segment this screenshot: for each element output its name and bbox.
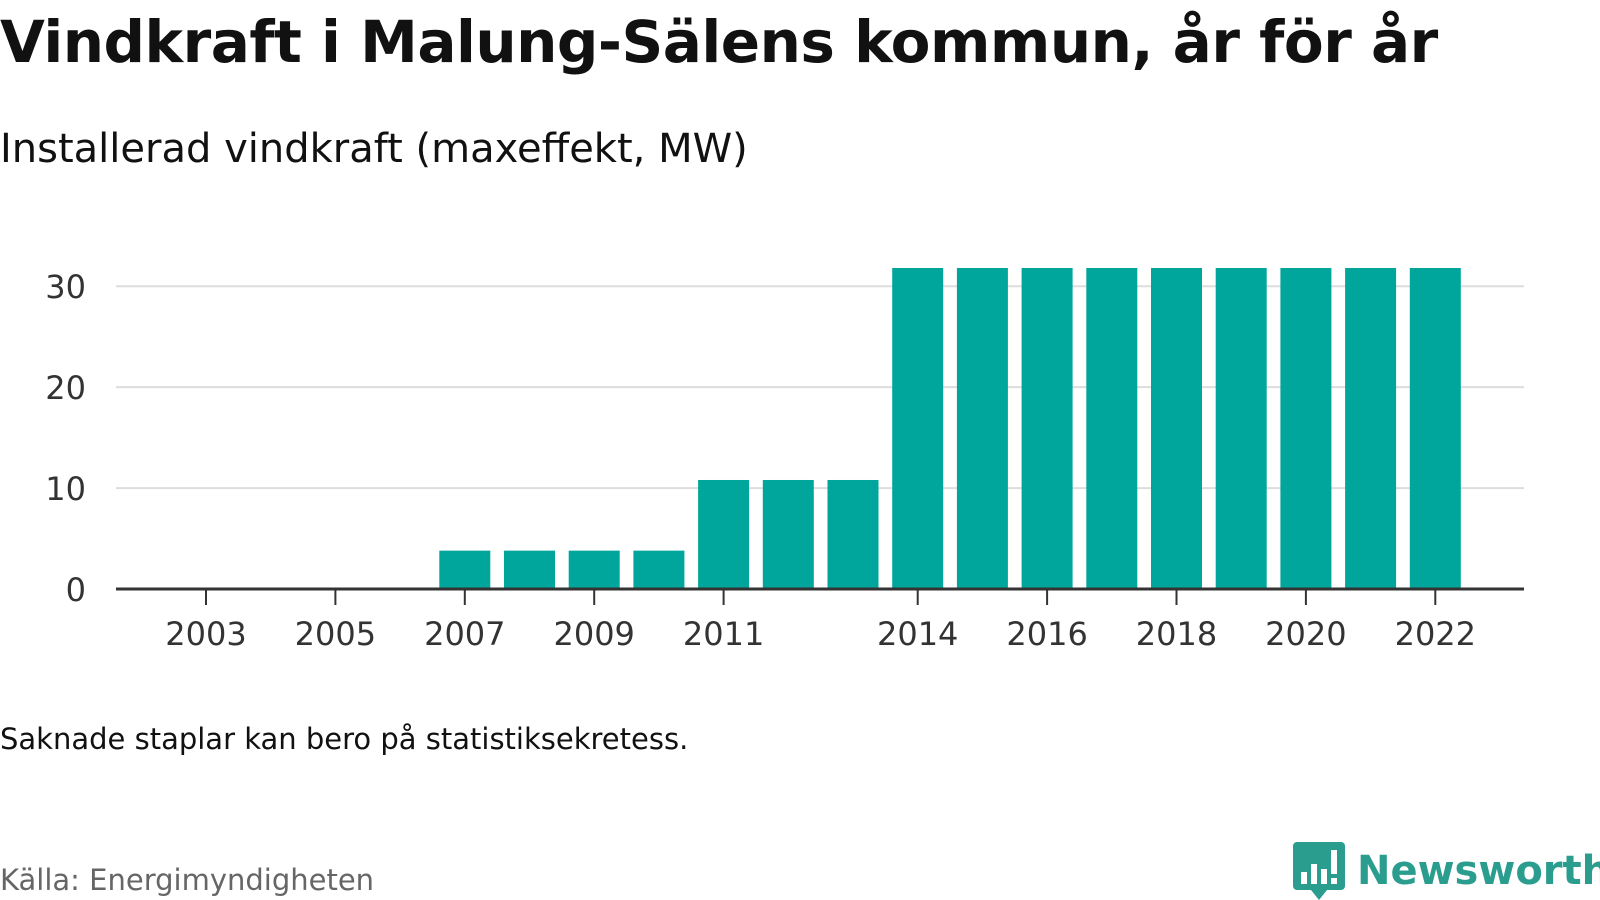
- brand-logo: Newsworthy: [1293, 842, 1600, 900]
- bar-2018: [1151, 268, 1202, 589]
- y-tick-label: 30: [45, 268, 86, 306]
- bar-2017: [1086, 268, 1138, 589]
- x-tick-label: 2003: [165, 615, 246, 653]
- x-tick-label: 2022: [1395, 615, 1476, 653]
- bar-2009: [568, 550, 620, 589]
- x-tick-label: 2020: [1265, 615, 1346, 653]
- x-tick-label: 2018: [1136, 615, 1217, 653]
- x-tick-label: 2014: [877, 615, 958, 653]
- axes: [116, 587, 1524, 605]
- bar-2007: [439, 550, 491, 589]
- bar-2015: [956, 268, 1008, 589]
- bar-2019: [1215, 268, 1267, 589]
- bars: [439, 268, 1461, 589]
- x-tick-label: 2009: [553, 615, 634, 653]
- bar-2013: [827, 479, 879, 589]
- bar-2021: [1345, 268, 1397, 589]
- x-tick-label: 2011: [683, 615, 764, 653]
- source-credit: Källa: Energimyndigheten: [0, 863, 375, 897]
- bar-chart: 0 10 20 30 2003 2005 2007 2009 2011 2014 2016 2018 2…: [45, 268, 1524, 653]
- y-tick-label: 20: [45, 369, 86, 407]
- bar-2022: [1409, 268, 1461, 589]
- y-tick-label: 10: [45, 470, 86, 508]
- bar-2014: [892, 268, 944, 589]
- x-tick-label: 2007: [424, 615, 505, 653]
- bar-2008: [504, 550, 555, 589]
- bar-2010: [633, 550, 685, 589]
- brand-name: Newsworthy: [1357, 848, 1600, 894]
- chart-note: Saknade staplar kan bero på statistiksek…: [0, 722, 689, 756]
- bar-2011: [698, 479, 750, 589]
- bar-2012: [762, 479, 814, 589]
- bar-2016: [1021, 268, 1073, 589]
- x-tick-label: 2005: [295, 615, 376, 653]
- tick-labels: 0 10 20 30 2003 2005 2007 2009 2011 2014 2016 2018 2…: [45, 268, 1476, 653]
- chart-subtitle: Installerad vindkraft (maxeffekt, MW): [0, 126, 748, 172]
- chart-title: Vindkraft i Malung-Sälens kommun, år för…: [0, 8, 1438, 76]
- bar-2020: [1280, 268, 1332, 589]
- x-tick-label: 2016: [1006, 615, 1087, 653]
- newsworthy-logo-icon: [1293, 842, 1345, 900]
- y-tick-label: 0: [66, 571, 86, 609]
